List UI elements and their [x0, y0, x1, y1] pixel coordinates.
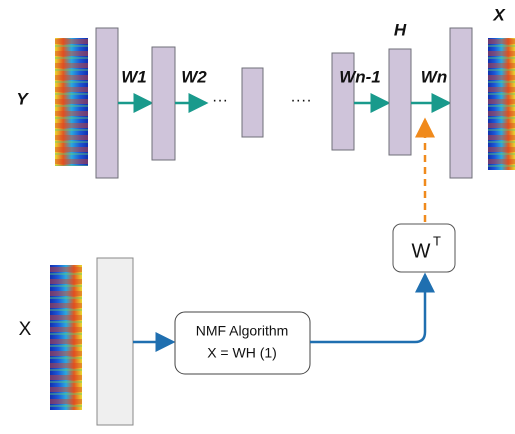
weight-label: W1 [121, 67, 147, 86]
nmf-formula: X = WH (1) [207, 345, 277, 361]
x-input-label: X [19, 319, 32, 340]
layer [449, 27, 473, 179]
nmf-title: NMF Algorithm [196, 323, 289, 339]
ellipsis: ···· [290, 92, 311, 109]
wt-box [392, 223, 456, 273]
weight-label: Wn-1 [339, 67, 381, 86]
arrow [310, 272, 435, 344]
y-label: Y [16, 89, 29, 108]
x-output-label: X [492, 5, 506, 24]
wt-base: W [412, 240, 431, 262]
spectrogram [488, 38, 515, 170]
nmf-box [174, 311, 311, 375]
spectrogram [50, 265, 82, 410]
ellipsis: ··· [212, 92, 228, 109]
layer [388, 48, 412, 156]
layer [331, 52, 355, 151]
h-label: H [394, 20, 407, 39]
weight-label: Wn [421, 67, 447, 86]
spectrogram [55, 38, 88, 166]
matrix [96, 257, 134, 426]
wt-superscript: T [433, 233, 441, 248]
layer [151, 46, 176, 161]
weight-label: W2 [181, 67, 207, 86]
layer [241, 67, 264, 138]
layer [95, 27, 119, 179]
